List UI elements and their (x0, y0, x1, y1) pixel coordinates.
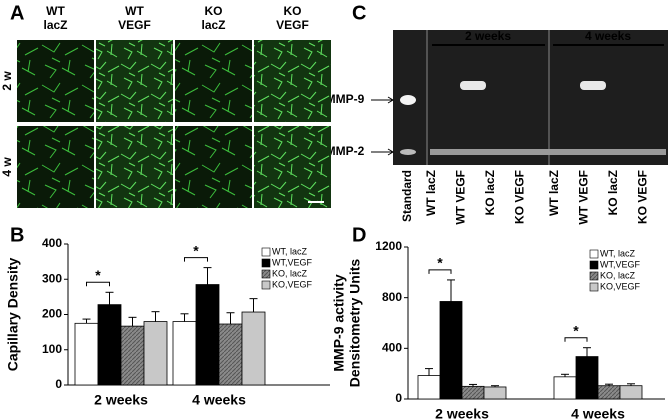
bar (172, 321, 197, 386)
column-label: lacZ (43, 18, 67, 32)
bar (439, 301, 463, 400)
legend-label: WT, lacZ (600, 248, 636, 258)
gel (393, 30, 668, 165)
lane-label: Standard (400, 170, 414, 222)
x-tick-label: 2 weeks (94, 392, 148, 408)
gel-band (400, 149, 416, 155)
legend-swatch (589, 271, 599, 281)
lane-label: KO VEGF (636, 170, 650, 224)
legend-label: KO,VEGF (272, 279, 313, 289)
bar (417, 375, 441, 400)
bar (619, 385, 643, 400)
legend-label: KO, lacZ (272, 268, 308, 278)
band-label: MMP-2 (326, 144, 365, 158)
gel-band (430, 149, 666, 155)
micrograph (96, 126, 173, 208)
y-tick-label: 100 (42, 342, 62, 356)
legend-label: WT,VEGF (272, 257, 313, 267)
annotation: * (193, 242, 199, 258)
y-axis-label: MMP-9 activity (331, 274, 347, 371)
lane-label: WT VEGF (454, 170, 468, 225)
micrograph (254, 40, 331, 122)
legend-swatch (589, 249, 599, 259)
gel-band (400, 95, 416, 105)
column-label: VEGF (118, 18, 151, 32)
legend-swatch (261, 247, 271, 257)
annotation: * (573, 322, 579, 338)
bar (120, 325, 145, 386)
y-axis-label: Densitometry Units (347, 259, 363, 388)
y-tick-label: 800 (382, 290, 402, 304)
y-tick-label: 1200 (375, 239, 402, 253)
panel-label: C (352, 2, 366, 24)
x-tick-label: 2 weeks (435, 406, 489, 419)
micrograph (17, 126, 94, 208)
lane-label: KO lacZ (606, 170, 620, 215)
group-label: 4 weeks (585, 29, 631, 43)
annotation: * (437, 255, 443, 271)
bar (218, 323, 243, 386)
column-label: WT (46, 4, 65, 18)
legend-label: WT, lacZ (272, 246, 308, 256)
bar (597, 385, 621, 400)
legend-label: WT,VEGF (600, 259, 641, 269)
lane-label: KO lacZ (483, 170, 497, 215)
legend-label: KO, lacZ (600, 270, 636, 280)
band-arrow (371, 96, 394, 156)
panel-label: A (10, 2, 24, 24)
row-label: 2 w (0, 71, 14, 91)
legend-swatch (261, 258, 271, 268)
gel-band (580, 81, 606, 90)
column-label: WT (125, 4, 144, 18)
micrograph (17, 40, 94, 122)
row-label: 4 w (0, 157, 14, 177)
bar (483, 386, 507, 400)
micrograph (96, 40, 173, 122)
column-label: KO (284, 4, 302, 18)
panel-label: B (10, 224, 24, 246)
bar (575, 356, 599, 400)
bar (553, 376, 577, 400)
significance-bracket (564, 337, 588, 342)
lane-label: WT lacZ (424, 170, 438, 216)
column-label: VEGF (276, 18, 309, 32)
bar (97, 304, 122, 386)
annotation: * (95, 267, 101, 283)
y-tick-label: 300 (42, 271, 62, 285)
bar (143, 321, 168, 386)
panel-label: D (352, 224, 366, 246)
x-tick-label: 4 weeks (192, 392, 246, 408)
bar (461, 385, 485, 400)
bar (241, 311, 266, 386)
lane-label: WT lacZ (547, 170, 561, 216)
legend-swatch (589, 282, 599, 292)
column-label: lacZ (201, 18, 225, 32)
y-tick-label: 400 (42, 236, 62, 250)
micrograph (254, 126, 331, 208)
band-label: MMP-9 (326, 92, 365, 106)
y-tick-label: 400 (382, 341, 402, 355)
legend-label: KO,VEGF (600, 281, 641, 291)
lane-label: WT VEGF (577, 170, 591, 225)
y-tick-label: 0 (395, 391, 402, 405)
y-tick-label: 0 (55, 377, 62, 391)
micrograph (175, 40, 252, 122)
legend-swatch (589, 260, 599, 270)
legend-swatch (261, 280, 271, 290)
y-tick-label: 200 (42, 307, 62, 321)
legend-swatch (261, 269, 271, 279)
bar (195, 284, 220, 386)
group-label: 2 weeks (465, 29, 511, 43)
significance-bracket (428, 269, 452, 274)
micrograph (175, 126, 252, 208)
y-axis-label: Capillary Density (5, 257, 21, 371)
significance-bracket (184, 257, 208, 262)
gel-band (460, 81, 486, 90)
bar (74, 322, 99, 386)
column-label: KO (205, 4, 223, 18)
lane-label: KO VEGF (513, 170, 527, 224)
x-tick-label: 4 weeks (571, 406, 625, 419)
significance-bracket (86, 281, 110, 287)
